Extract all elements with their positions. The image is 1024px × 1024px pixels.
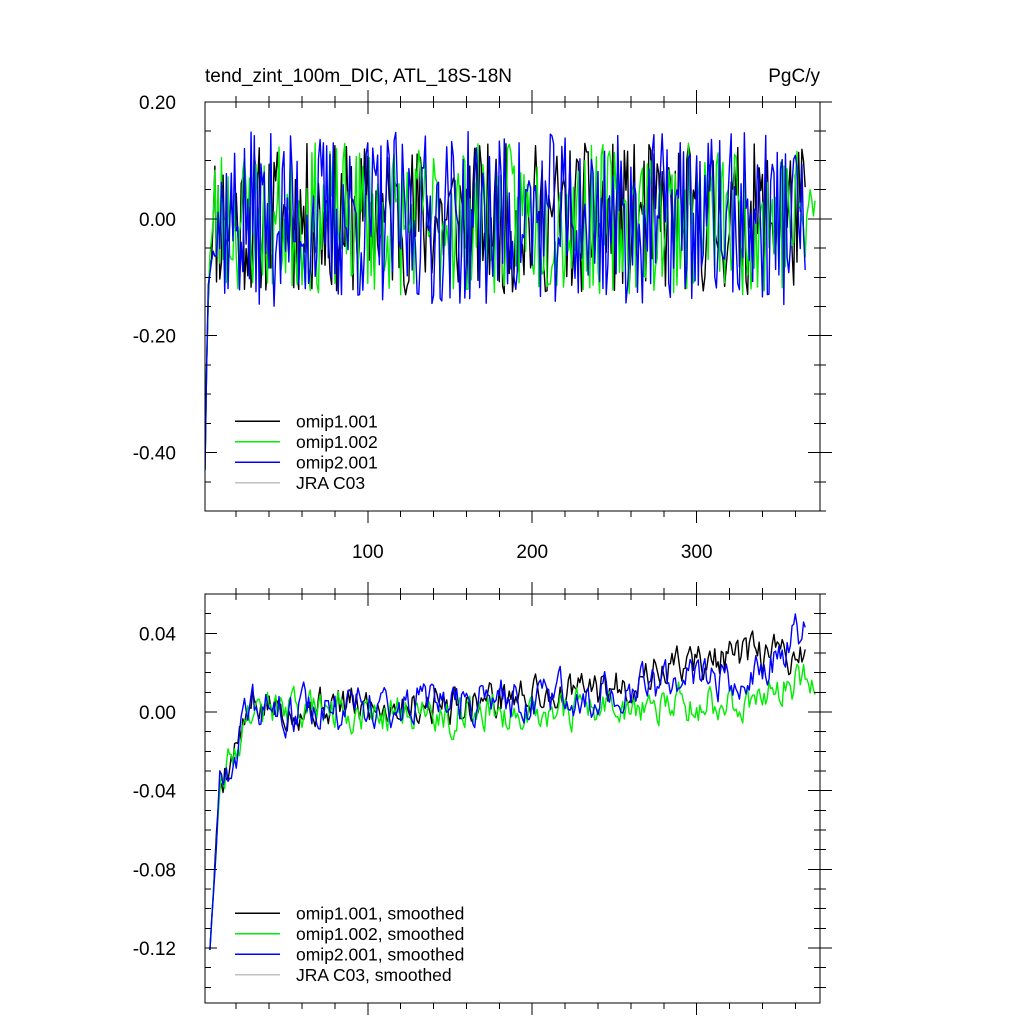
legend-label: omip2.001 [296,452,378,472]
plot-frame [204,593,821,1004]
legend-label: omip2.001, smoothed [296,944,464,964]
legend-label: JRA C03 [296,473,365,493]
series-line-omip1-002-smoothed [209,663,816,950]
chart-title: tend_zint_100m_DIC, ATL_18S-18N [205,66,512,87]
legend-label: omip1.001, smoothed [296,903,464,923]
legend-label: omip1.002 [296,432,378,452]
legend-label: omip1.001 [296,411,378,431]
bottom-series-group [209,613,816,950]
x-tick-label: 300 [681,542,713,563]
x-tick-label: 200 [516,542,548,563]
series-line-omip1-001 [205,142,806,471]
y-tick-label: 0.20 [139,93,176,114]
legend-label: omip1.002, smoothed [296,924,464,944]
y-tick-label: 0.00 [139,210,176,231]
legend-label: JRA C03, smoothed [296,965,452,985]
y-tick-label: -0.08 [133,860,176,881]
y-tick-label: 0.04 [139,624,176,645]
top-axes: -0.40 -0.20 0.00 0.20 100 200 300 [133,90,832,563]
bottom-axes: -0.12 -0.08 -0.04 0.00 0.04 [133,582,832,1015]
series-line-omip2-001 [205,130,806,471]
y-tick-label: -0.40 [133,444,176,465]
top-series-group [205,130,816,471]
units-label: PgC/y [768,66,820,87]
y-tick-label: 0.00 [139,703,176,724]
series-line-omip2-001-smoothed [209,613,806,950]
top-panel: tend_zint_100m_DIC, ATL_18S-18N PgC/y -0… [133,66,832,563]
y-tick-label: -0.04 [133,782,177,803]
x-tick-label: 100 [352,542,384,563]
y-tick-label: -0.12 [133,939,176,960]
bottom-panel: -0.12 -0.08 -0.04 0.00 0.04 omip1.001, smoot… [133,582,832,1015]
y-tick-label: -0.20 [133,327,176,348]
